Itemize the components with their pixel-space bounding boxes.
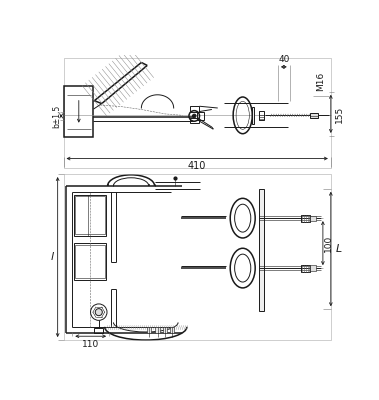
Text: b±1,5: b±1,5: [52, 104, 61, 128]
Bar: [155, 326, 160, 333]
Bar: [94, 328, 103, 333]
Bar: [259, 111, 264, 120]
Bar: [310, 266, 316, 271]
Circle shape: [193, 114, 196, 118]
Bar: [259, 189, 264, 311]
Text: 100: 100: [324, 234, 334, 252]
Bar: [64, 86, 94, 137]
Bar: [74, 243, 106, 280]
Text: l: l: [51, 252, 54, 262]
Bar: [190, 118, 199, 123]
Bar: [310, 113, 318, 118]
Text: M16: M16: [316, 72, 325, 91]
Text: 155: 155: [335, 105, 344, 122]
Text: 40: 40: [278, 55, 290, 64]
Bar: [301, 264, 310, 272]
Bar: [170, 326, 174, 333]
Bar: [197, 112, 204, 120]
Bar: [147, 326, 151, 333]
Text: L: L: [335, 244, 341, 254]
Bar: [64, 58, 331, 168]
Bar: [190, 106, 199, 112]
Bar: [310, 216, 316, 221]
Text: 110: 110: [82, 340, 99, 349]
Text: 410: 410: [188, 162, 206, 172]
Bar: [75, 196, 105, 234]
Circle shape: [95, 309, 102, 316]
Bar: [163, 326, 167, 333]
Bar: [75, 244, 105, 278]
Bar: [301, 215, 310, 222]
Bar: [64, 174, 331, 340]
Bar: [252, 106, 254, 124]
Bar: [74, 195, 106, 236]
